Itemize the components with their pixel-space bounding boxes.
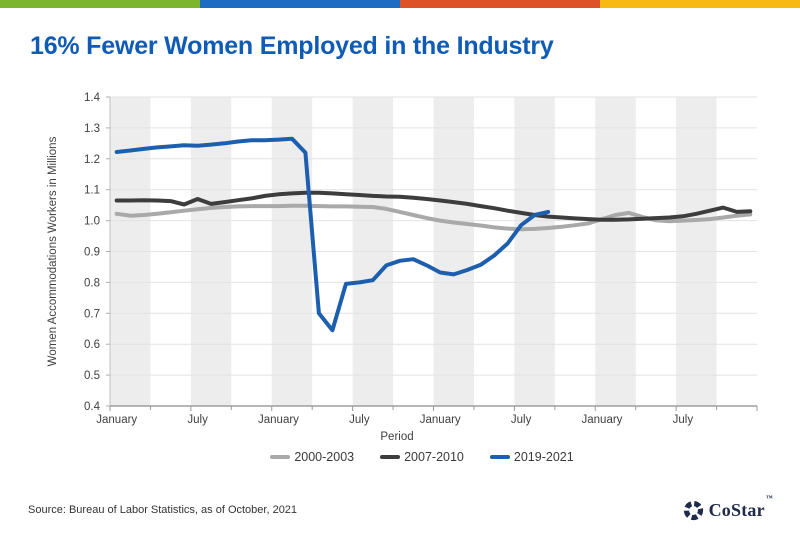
x-axis-title: Period xyxy=(380,431,413,443)
y-tick-label: 1.0 xyxy=(84,216,100,228)
brand-bar-segment xyxy=(200,0,400,8)
x-tick-label: July xyxy=(673,414,694,426)
y-tick-label: 0.4 xyxy=(84,401,101,413)
costar-wordmark: CoStar™ xyxy=(708,493,773,520)
chart-canvas: 0.4 0.5 0.6 0.7 0.8 0.9 1.0 1.1 1.2 1.3 1.4 January… xyxy=(47,92,758,443)
legend-item-2000-2003: 2000-2003 xyxy=(270,450,354,464)
footer: Source: Bureau of Labor Statistics, as o… xyxy=(0,487,800,533)
brand-color-bar xyxy=(0,0,800,8)
x-tick-label: July xyxy=(349,414,370,426)
legend-swatch xyxy=(380,455,401,459)
series-line-2019-2021 xyxy=(114,136,551,333)
x-tick-label: January xyxy=(582,414,623,426)
y-tick-label: 1.2 xyxy=(84,154,100,166)
legend-label: 2000-2003 xyxy=(294,450,355,464)
x-tick-label: July xyxy=(511,414,532,426)
costar-brand: CoStar™ xyxy=(683,493,773,521)
y-tick-label: 0.7 xyxy=(84,308,100,320)
x-tick-label: January xyxy=(96,414,137,426)
y-tick-label: 1.3 xyxy=(84,123,100,135)
legend-swatch xyxy=(270,455,291,459)
costar-logo-icon xyxy=(683,500,703,520)
trademark-symbol: ™ xyxy=(765,493,773,502)
x-tick-label: January xyxy=(420,414,461,426)
x-tick-label: January xyxy=(258,414,299,426)
legend-label: 2007-2010 xyxy=(404,450,464,464)
source-note: Source: Bureau of Labor Statistics, as o… xyxy=(28,504,298,516)
series-line-2007-2010 xyxy=(114,190,753,222)
legend-item-2019-2021: 2019-2021 xyxy=(489,450,574,464)
legend-swatch xyxy=(489,455,510,459)
legend-label: 2019-2021 xyxy=(513,450,574,464)
y-axis-title: Women Accommodations Workers in Millions xyxy=(47,136,59,366)
line-chart: 0.4 0.5 0.6 0.7 0.8 0.9 1.0 1.1 1.2 1.3 1.4 January… xyxy=(0,68,800,478)
brand-bar-segment xyxy=(600,0,800,8)
y-tick-label: 0.6 xyxy=(84,339,100,351)
page-title: 16% Fewer Women Employed in the Industry xyxy=(30,32,554,60)
y-tick-label: 1.1 xyxy=(84,185,100,197)
y-tick-label: 1.4 xyxy=(84,92,101,104)
y-tick-label: 0.5 xyxy=(84,370,100,382)
brand-bar-segment xyxy=(400,0,600,8)
brand-bar-segment xyxy=(0,0,200,8)
y-tick-label: 0.9 xyxy=(84,247,100,259)
chart-legend: 2000-2003 2007-2010 2019-2021 xyxy=(0,450,800,464)
x-tick-label: July xyxy=(187,414,208,426)
y-tick-label: 0.8 xyxy=(84,277,100,289)
legend-item-2007-2010: 2007-2010 xyxy=(380,450,464,464)
